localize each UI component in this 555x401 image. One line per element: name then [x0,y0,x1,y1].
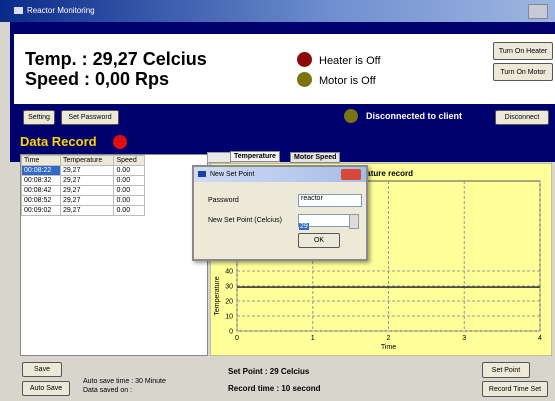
table-cell: 0.00 [113,175,145,186]
table-cell: 29,27 [59,205,115,216]
column-header: Time [21,155,61,166]
table-cell: 00:08:42 [21,185,61,196]
tab-temperature[interactable]: Temperature [230,151,280,162]
setting-button[interactable]: Setting [23,110,55,125]
x-tick-label: 2 [387,335,391,342]
x-tick-label: 4 [538,335,542,342]
table-cell: 29,27 [59,185,115,196]
auto-save-time: Auto save time : 30 Minute [83,378,166,385]
y-tick-label: 40 [225,269,233,276]
chart-title: Temperature record [338,169,413,178]
dialog-close[interactable] [341,169,361,180]
table-cell: 0.00 [113,195,145,206]
connection-status: Disconnected to client [366,111,463,121]
disconnect-button[interactable]: Disconnect [495,110,549,125]
data-record-title: Data Record [20,134,97,149]
record-time-info: Record time : 10 second [228,384,321,393]
table-cell: 00:08:32 [21,175,61,186]
y-tick-label: 10 [225,314,233,321]
column-header: Speed [113,155,145,166]
heater-status: Heater is Off [319,55,381,67]
x-axis-label: Time [381,344,396,351]
column-header: Temperature [59,155,115,166]
table-cell: 00:09:02 [21,205,61,216]
status-panel [14,34,555,104]
motor-status: Motor is Off [319,75,376,87]
y-tick-label: 20 [225,299,233,306]
set-point-field[interactable]: 29 [298,214,350,230]
set-point-value: 29 [299,223,309,230]
set-password-button[interactable]: Set Password [61,110,119,125]
turn-on-heater-button[interactable]: Turn On Heater [493,42,553,60]
title-bar [0,0,555,22]
table-cell: 29,27 [59,165,115,176]
dialog-title-bar [194,167,366,182]
table-cell: 0.00 [113,205,145,216]
speed-readout: Speed : 0,00 Rps [25,69,170,89]
set-point-label: New Set Point (Celcius) [208,217,282,224]
save-button[interactable]: Save [22,362,62,377]
password-label: Password [208,197,239,204]
record-time-set-button[interactable]: Record Time Set [482,381,548,397]
motor-indicator [297,72,312,87]
data-table: Time Temperature Speed 00:08:22 29,27 0.00 00:… [21,155,145,216]
x-tick-label: 0 [235,335,239,342]
heater-indicator [297,52,312,67]
dialog-title: New Set Point [210,171,255,178]
tab-motor-speed[interactable]: Motor Speed [290,152,341,163]
ok-button[interactable]: OK [298,233,340,248]
data-table-panel: Time Temperature Speed 00:08:22 29,27 0.00 00:… [20,154,208,356]
temperature-readout: Temp. : 29,27 Celcius [25,49,207,69]
y-tick-label: 30 [225,284,233,291]
table-cell: 00:08:52 [21,195,61,206]
data-saved-on: Data saved on : [83,387,133,394]
table-cell: 0.00 [113,165,145,176]
table-cell: 29,27 [59,175,115,186]
password-field[interactable]: reactor [298,194,362,207]
table-cell: 00:08:22 [21,165,61,176]
dialog: New Set Point Password reactor New Set P… [192,165,368,261]
dialog-icon [198,171,206,177]
auto-save-button[interactable]: Auto Save [22,381,70,396]
table-cell: 0.00 [113,185,145,196]
y-axis-label: Temperature [214,276,221,315]
y-tick-label: 0 [229,329,233,336]
close-button[interactable] [528,4,548,19]
table-cell: 29,27 [59,195,115,206]
app-icon [14,7,23,14]
x-tick-label: 3 [462,335,466,342]
spinner[interactable] [349,214,359,229]
record-indicator [113,135,127,149]
x-tick-label: 1 [311,335,315,342]
tab-blank [207,152,231,163]
window-title: Reactor Monitoring [27,6,95,15]
connection-indicator [344,109,358,123]
turn-on-motor-button[interactable]: Turn On Motor [493,63,553,81]
set-point-info: Set Point : 29 Celcius [228,367,310,376]
set-point-button[interactable]: Set Point [482,362,530,378]
